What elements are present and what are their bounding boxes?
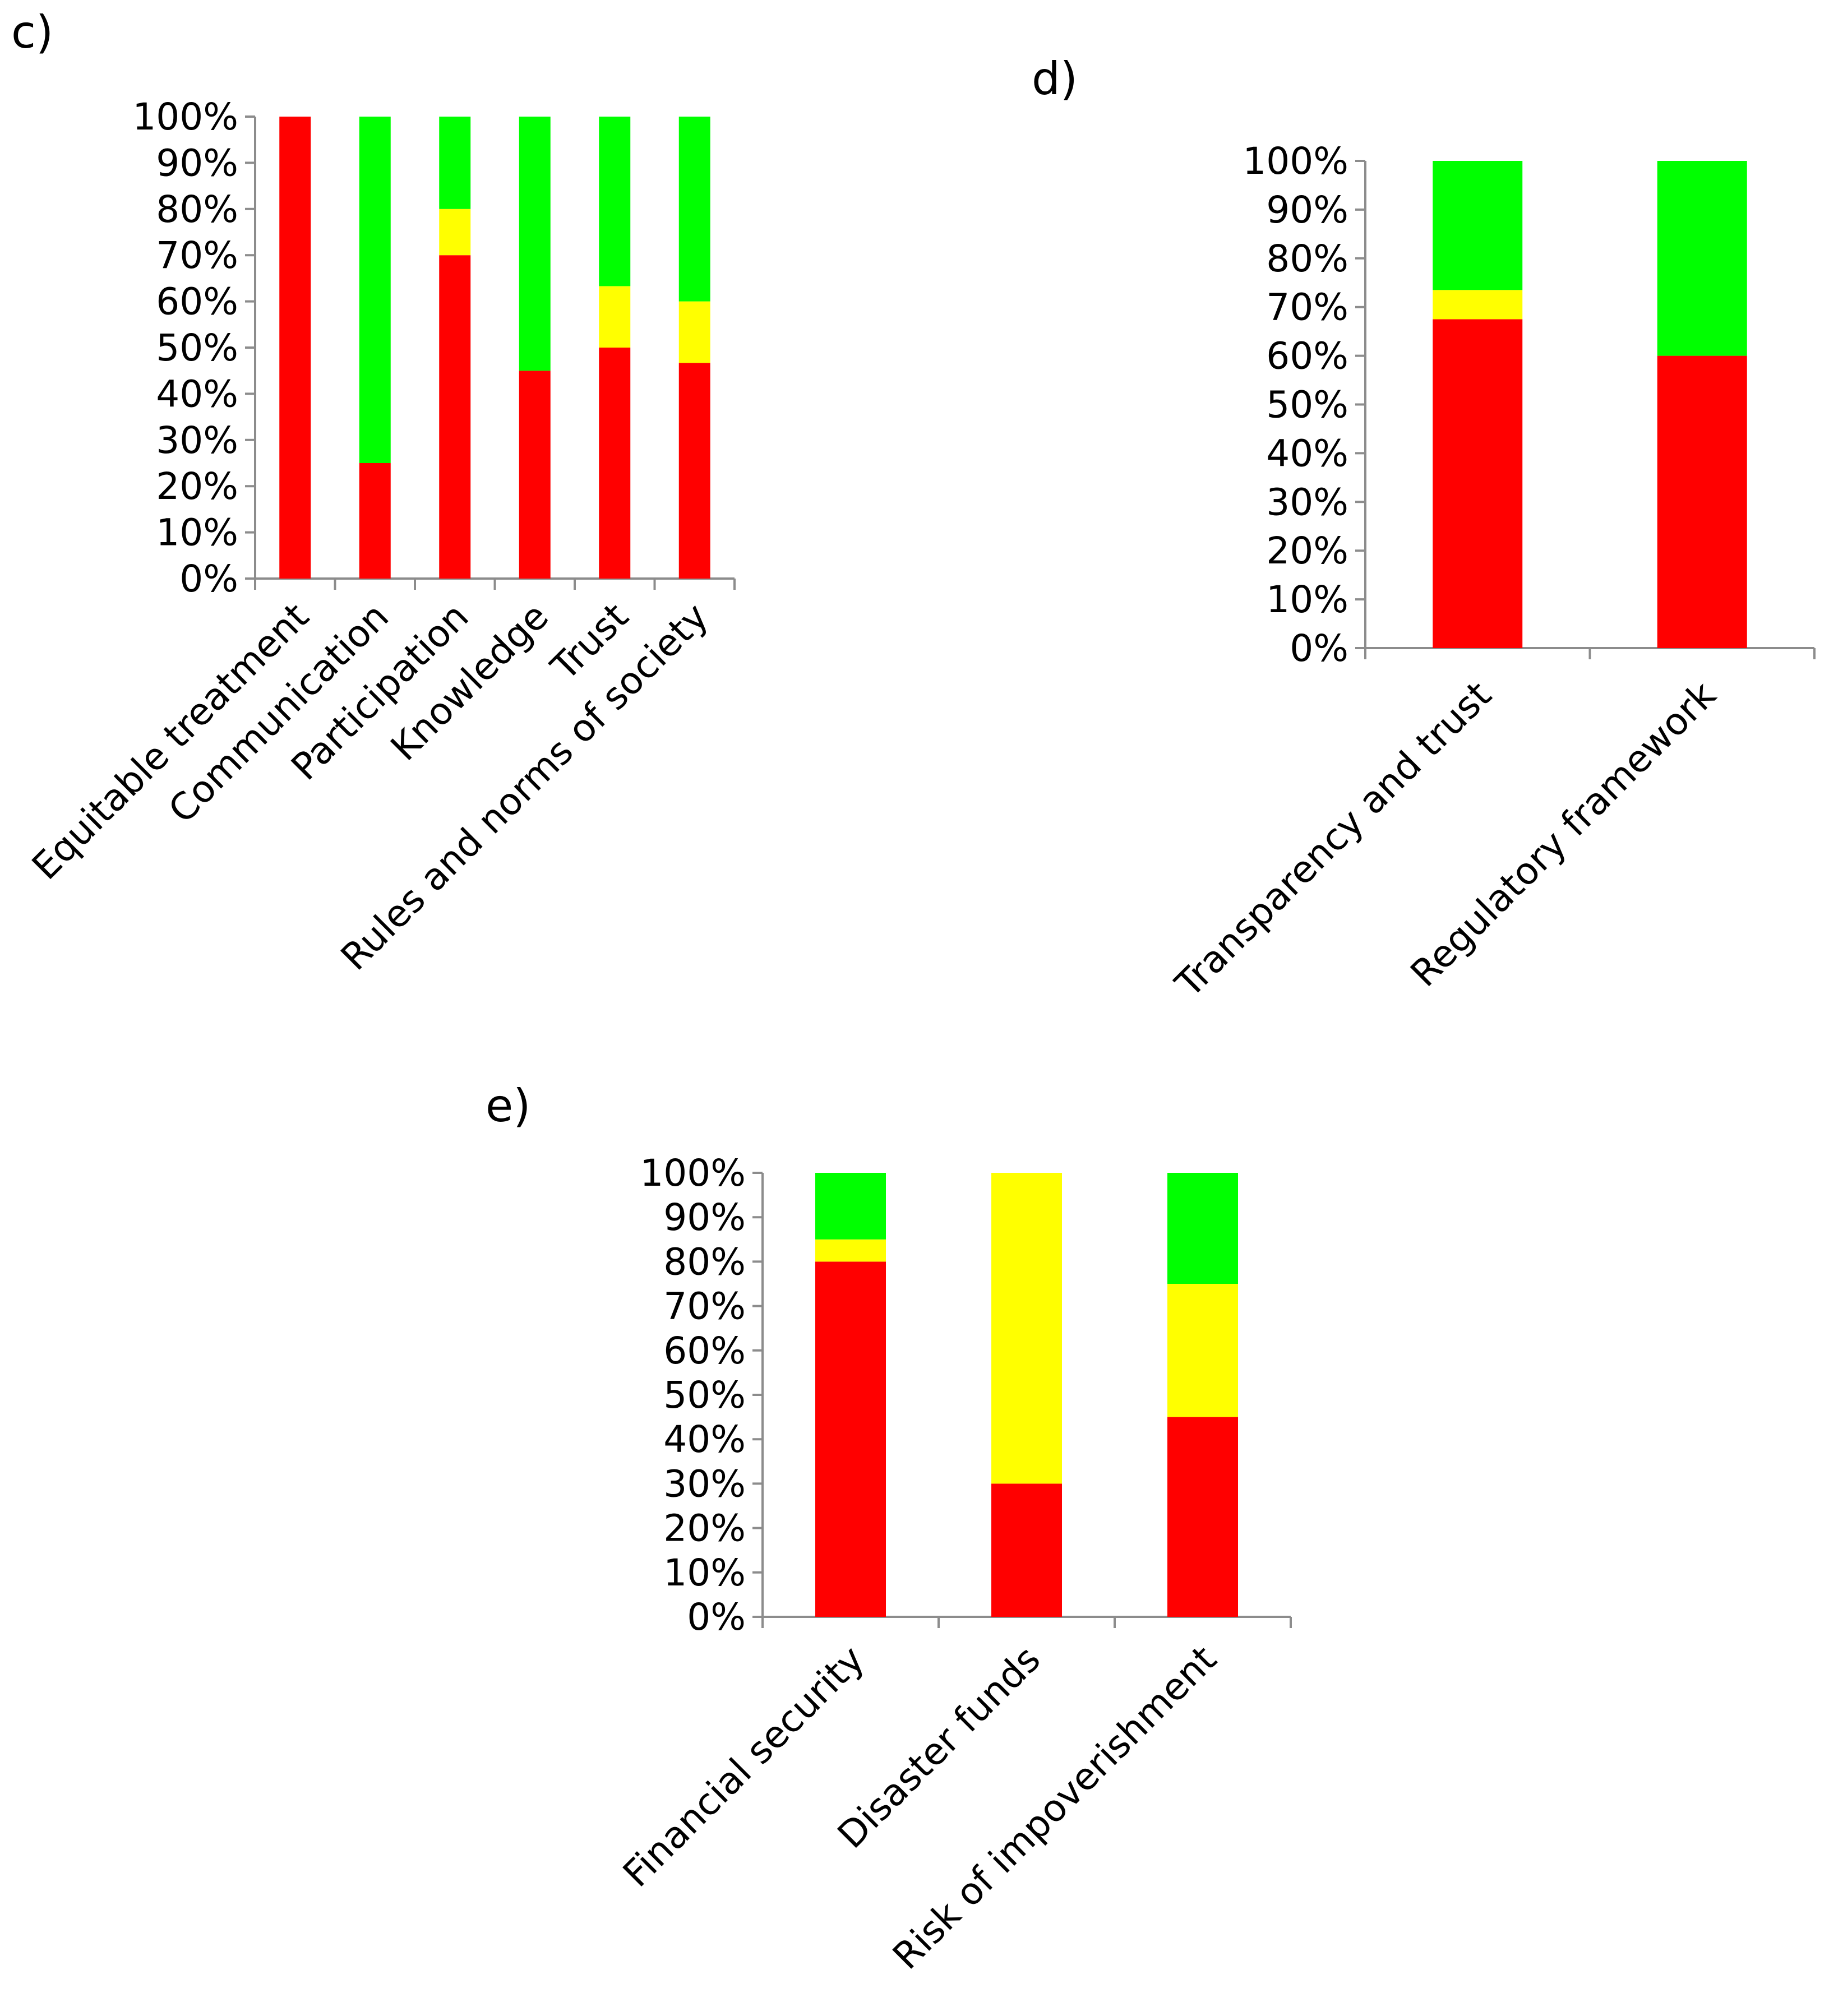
y-tick-label: 100% xyxy=(1243,140,1348,183)
bar-segment-green xyxy=(599,117,631,286)
chart-2: e) 0%10%20%30%40%50%60%70%80%90%100% Finan… xyxy=(486,1080,1292,1978)
panel-label: e) xyxy=(486,1080,530,1132)
bar-segment-red xyxy=(439,255,471,579)
bar-segment-red xyxy=(991,1483,1062,1617)
y-tick-label: 40% xyxy=(663,1418,746,1461)
y-tick-label: 70% xyxy=(1266,286,1348,329)
y-tick-label: 90% xyxy=(663,1196,746,1239)
y-tick-label: 40% xyxy=(1266,432,1348,475)
bar-segment-red xyxy=(359,463,391,579)
chart-1: d)0%10%20%30%40%50%60%70%80%90%100%Trans… xyxy=(1032,53,1816,1006)
bar-segment-red xyxy=(519,371,551,579)
category-label: Financial security xyxy=(615,1638,872,1895)
bar-segment-yellow xyxy=(991,1173,1062,1484)
y-tick-label: 80% xyxy=(156,188,238,231)
bar-segment-green xyxy=(359,117,391,463)
bar-segment-red xyxy=(1433,319,1523,648)
bar-segment-red xyxy=(1657,355,1747,648)
y-tick-label: 60% xyxy=(1266,335,1348,378)
panel-label: c) xyxy=(11,6,53,58)
category-label: Risk of impoverishment xyxy=(884,1638,1225,1978)
y-tick-label: 0% xyxy=(179,557,238,600)
y-tick-label: 30% xyxy=(1266,480,1348,524)
bar-segment-green xyxy=(678,117,710,302)
bar-segment-yellow xyxy=(1167,1284,1238,1417)
y-tick-label: 10% xyxy=(156,511,238,554)
bar-segment-yellow xyxy=(1433,290,1523,320)
bar-segment-green xyxy=(815,1173,886,1240)
panel-label: d) xyxy=(1032,53,1078,105)
y-tick-label: 80% xyxy=(663,1240,746,1283)
bar-segment-red xyxy=(678,363,710,579)
bar-segment-red xyxy=(815,1261,886,1617)
y-tick-label: 70% xyxy=(156,234,238,277)
y-tick-label: 10% xyxy=(1266,578,1348,621)
y-tick-label: 20% xyxy=(156,465,238,508)
bar-segment-red xyxy=(279,117,311,579)
bar-segment-yellow xyxy=(439,209,471,256)
y-tick-label: 90% xyxy=(1266,188,1348,232)
y-tick-label: 70% xyxy=(663,1285,746,1328)
y-tick-label: 100% xyxy=(640,1152,746,1195)
bar-segment-green xyxy=(1433,161,1523,290)
y-tick-label: 50% xyxy=(1266,383,1348,427)
y-tick-label: 20% xyxy=(663,1507,746,1550)
bar-segment-yellow xyxy=(678,301,710,363)
bar-segment-green xyxy=(519,117,551,371)
y-tick-label: 10% xyxy=(663,1551,746,1594)
bar-segment-yellow xyxy=(815,1239,886,1262)
y-tick-label: 90% xyxy=(156,141,238,184)
bar-segment-red xyxy=(599,348,631,579)
bar-segment-yellow xyxy=(599,286,631,348)
bar-segment-green xyxy=(439,117,471,209)
y-tick-label: 20% xyxy=(1266,529,1348,572)
y-tick-label: 80% xyxy=(1266,237,1348,280)
y-tick-label: 50% xyxy=(156,326,238,369)
y-tick-label: 100% xyxy=(132,95,238,138)
y-tick-label: 30% xyxy=(663,1462,746,1505)
y-tick-label: 60% xyxy=(156,280,238,323)
y-tick-label: 0% xyxy=(1290,627,1348,670)
y-tick-label: 50% xyxy=(663,1374,746,1417)
bar-segment-red xyxy=(1167,1417,1238,1617)
y-tick-label: 60% xyxy=(663,1329,746,1372)
chart-0: c)0%10%20%30%40%50%60%70%80%90%100%Equit… xyxy=(11,6,736,979)
y-tick-label: 40% xyxy=(156,372,238,415)
y-tick-label: 30% xyxy=(156,419,238,462)
y-tick-label: 0% xyxy=(687,1596,746,1639)
bar-segment-green xyxy=(1167,1173,1238,1284)
bar-segment-green xyxy=(1657,161,1747,356)
